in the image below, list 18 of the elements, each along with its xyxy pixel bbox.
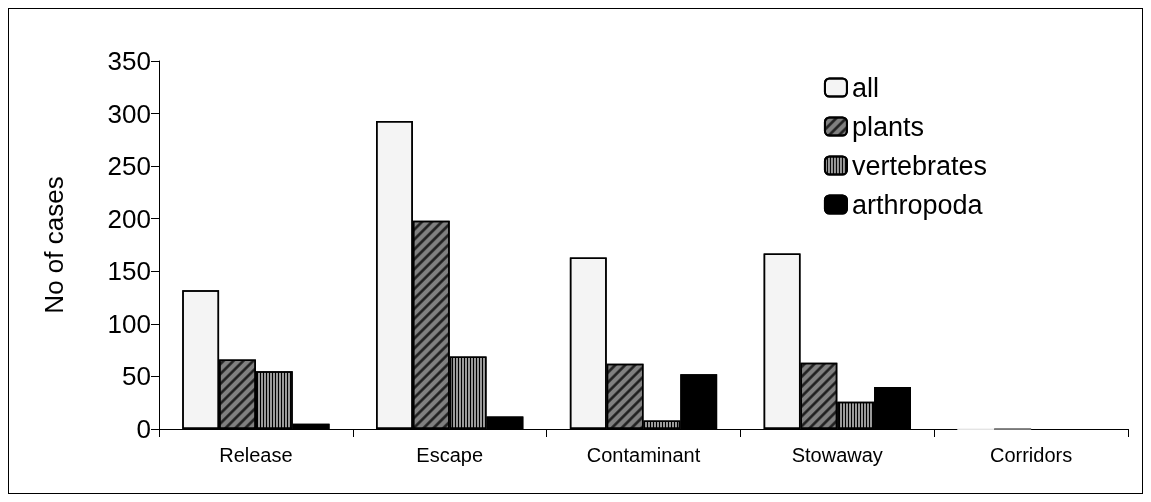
y-tick-label: 350 [107,46,151,76]
y-tick-label: 250 [107,151,151,182]
y-tick-label: 50 [122,361,151,392]
y-axis-title: No of cases [39,176,69,314]
y-tick-label: 150 [107,256,151,287]
y-tick-label: 200 [107,203,151,234]
legend-label: arthropoda [851,189,984,220]
x-tick-label: Release [219,444,293,466]
y-tick-label: 100 [107,308,151,339]
x-tick-label: Corridors [989,444,1073,466]
legend-label: plants [851,111,924,142]
x-tick-label: Stowaway [791,444,883,466]
legend-label: all [851,72,879,103]
legend-label: vertebrates [851,150,988,181]
x-tick-label: Contaminant [586,444,701,466]
x-tick-label: Escape [416,444,484,466]
y-tick-label: 0 [136,414,151,444]
y-tick-label: 300 [107,98,151,129]
